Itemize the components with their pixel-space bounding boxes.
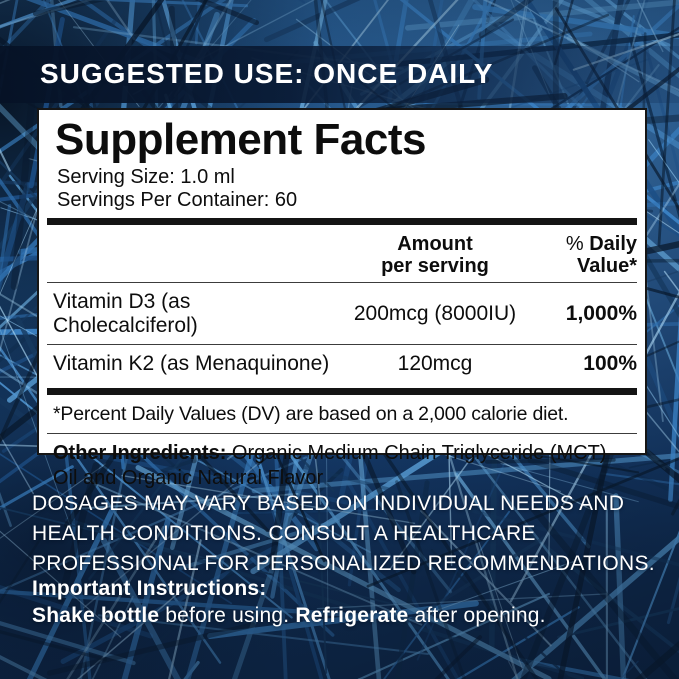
- amount-per-serving-header: Amount per serving: [381, 233, 489, 277]
- dosage-notice-line: PROFESSIONAL FOR PERSONALIZED RECOMMENDA…: [32, 552, 655, 575]
- suggested-use-banner: SUGGESTED USE: ONCE DAILY: [40, 58, 494, 89]
- ingredient-name: Vitamin K2 (as Menaquinone): [53, 352, 330, 375]
- table-row-vitamin-k2: Vitamin K2 (as Menaquinone) 120mcg 100%: [47, 344, 637, 382]
- storage-instructions: Shake bottle before using. Refrigerate a…: [32, 604, 546, 627]
- important-instructions-label: Important Instructions:: [32, 577, 267, 600]
- ingredient-amount: 120mcg: [397, 352, 473, 375]
- ingredient-amount: 200mcg (8000IU): [353, 302, 517, 325]
- ingredient-name: Vitamin D3 (as Cholecalciferol): [53, 290, 198, 337]
- other-ingredients-label: Other Ingredients:: [53, 442, 227, 464]
- facts-table-header: Amount per serving % Daily Value*: [47, 225, 637, 283]
- ingredient-daily-value: 100%: [583, 352, 637, 375]
- dosage-notice: DOSAGES MAY VARY BASED ON INDIVIDUAL NEE…: [32, 489, 655, 579]
- thick-rule-bottom: [47, 388, 637, 395]
- daily-value-footnote: *Percent Daily Values (DV) are based on …: [47, 395, 637, 434]
- daily-value-header: % Daily Value*: [565, 233, 637, 277]
- other-ingredients: Other Ingredients: Organic Medium Chain …: [47, 434, 637, 491]
- shake-bottle-text: Shake bottle: [32, 604, 160, 627]
- refrigerate-text: Refrigerate: [295, 604, 409, 627]
- dosage-notice-line: HEALTH CONDITIONS. CONSULT A HEALTHCARE: [32, 522, 536, 545]
- suggested-use-banner-band: [0, 46, 679, 103]
- table-row-vitamin-d3: Vitamin D3 (as Cholecalciferol) 200mcg (…: [47, 283, 637, 344]
- thick-rule-top: [47, 218, 637, 225]
- dosage-notice-line: DOSAGES MAY VARY BASED ON INDIVIDUAL NEE…: [32, 492, 625, 515]
- supplement-facts-panel: Supplement Facts Serving Size: 1.0 ml Se…: [37, 108, 647, 489]
- ingredient-daily-value: 1,000%: [565, 302, 637, 325]
- supplement-facts-title: Supplement Facts: [55, 115, 426, 164]
- serving-size: Serving Size: 1.0 ml: [57, 166, 235, 188]
- servings-per-container: Servings Per Container: 60: [57, 189, 298, 211]
- other-ingredients-text: Organic Medium Chain Triglyceride (MCT) …: [53, 442, 607, 489]
